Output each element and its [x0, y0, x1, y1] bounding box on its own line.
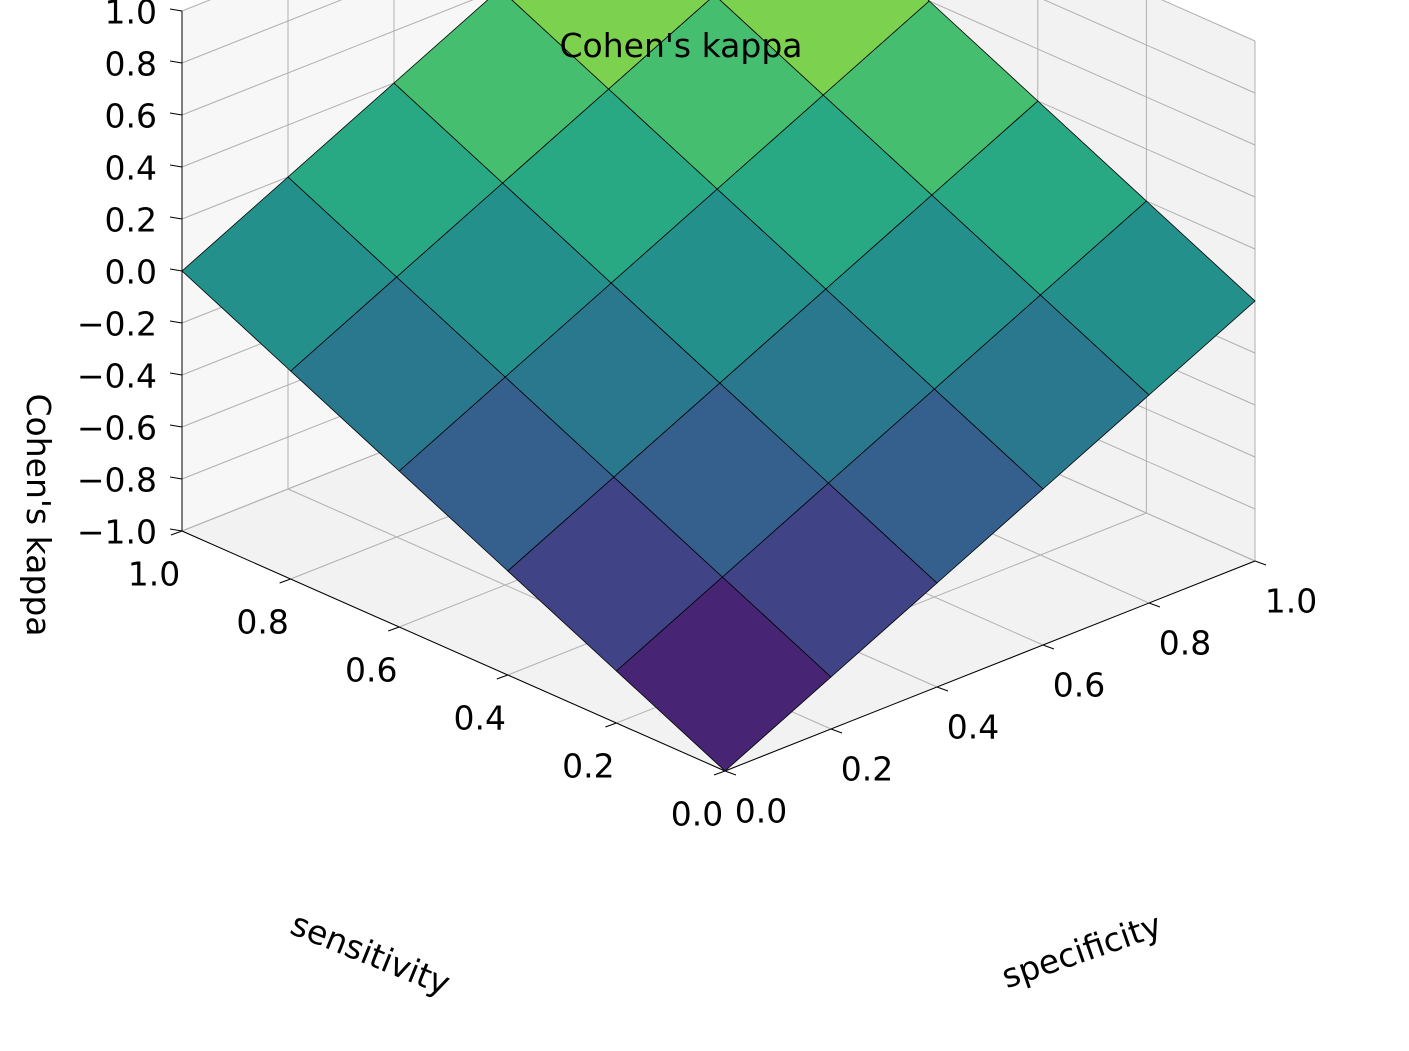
z-tick-label: −0.8 — [77, 461, 157, 500]
tick-mark — [1254, 560, 1267, 566]
surface-cell — [719, 0, 930, 96]
x-axis-line — [181, 530, 726, 772]
z-tick-label: 0.6 — [105, 97, 157, 136]
tick-mark — [169, 372, 183, 376]
z-tick-label: −1.0 — [77, 513, 157, 552]
tick-mark — [169, 60, 183, 64]
z-tick-label: −0.2 — [77, 305, 157, 344]
tick-mark — [724, 770, 737, 776]
tick-labels: 0.00.20.40.60.81.00.00.20.40.60.81.0−1.0… — [77, 0, 1317, 834]
surface-cell — [393, 0, 610, 184]
z-axis-label: Cohen's kappa — [19, 394, 58, 637]
tick-mark — [279, 578, 291, 584]
y-axis-line — [724, 560, 1256, 772]
y-tick-label: 0.8 — [1159, 624, 1211, 663]
y-tick-label: 1.0 — [1265, 582, 1317, 621]
x-tick-label: 0.0 — [671, 795, 723, 834]
z-tick-label: −0.6 — [77, 409, 157, 448]
z-tick-label: −0.4 — [77, 357, 157, 396]
x-tick-label: 0.6 — [345, 651, 397, 690]
x-axis-label: sensitivity — [285, 904, 455, 1003]
x-tick-label: 1.0 — [128, 555, 180, 594]
tick-mark — [169, 216, 183, 220]
gridline-z-right — [181, 0, 343, 64]
tick-mark — [830, 728, 843, 734]
z-tick-label: 1.0 — [105, 0, 157, 32]
x-tick-label: 0.4 — [454, 699, 506, 738]
tick-mark — [169, 112, 183, 116]
gridline-z-left — [925, 0, 1256, 146]
tick-mark — [605, 722, 617, 728]
surface-cell — [511, 0, 710, 90]
z-tick-label: 0.8 — [105, 45, 157, 84]
tick-mark — [169, 528, 183, 532]
y-tick-label: 0.6 — [1053, 666, 1105, 705]
gridline-z-right — [181, 0, 474, 116]
y-tick-label: 0.0 — [735, 792, 787, 831]
tick-mark — [936, 686, 949, 692]
surface-cell — [608, 0, 824, 190]
y-axis-label: specificity — [997, 905, 1167, 996]
tick-mark — [713, 770, 726, 776]
tick-mark — [169, 8, 183, 12]
z-tick-label: 0.2 — [105, 201, 157, 240]
tick-mark — [169, 268, 183, 272]
z-tick-label: 0.4 — [105, 149, 157, 188]
y-tick-label: 0.2 — [841, 750, 893, 789]
gridline-z-left — [1161, 0, 1256, 42]
gridline-z-left — [1043, 0, 1256, 94]
surface-plot — [181, 0, 1256, 772]
tick-mark — [388, 626, 400, 632]
tick-mark — [1042, 644, 1055, 650]
tick-mark — [1148, 602, 1161, 608]
tick-mark — [169, 476, 183, 480]
tick-mark — [169, 424, 183, 428]
x-tick-label: 0.2 — [562, 747, 614, 786]
tick-mark — [169, 164, 183, 168]
tick-mark — [496, 674, 508, 680]
chart-title: Cohen's kappa — [560, 26, 803, 65]
z-tick-label: 0.0 — [105, 253, 157, 292]
tick-mark — [169, 320, 183, 324]
y-tick-label: 0.4 — [947, 708, 999, 747]
tick-mark — [170, 530, 183, 536]
x-tick-label: 0.8 — [236, 603, 288, 642]
